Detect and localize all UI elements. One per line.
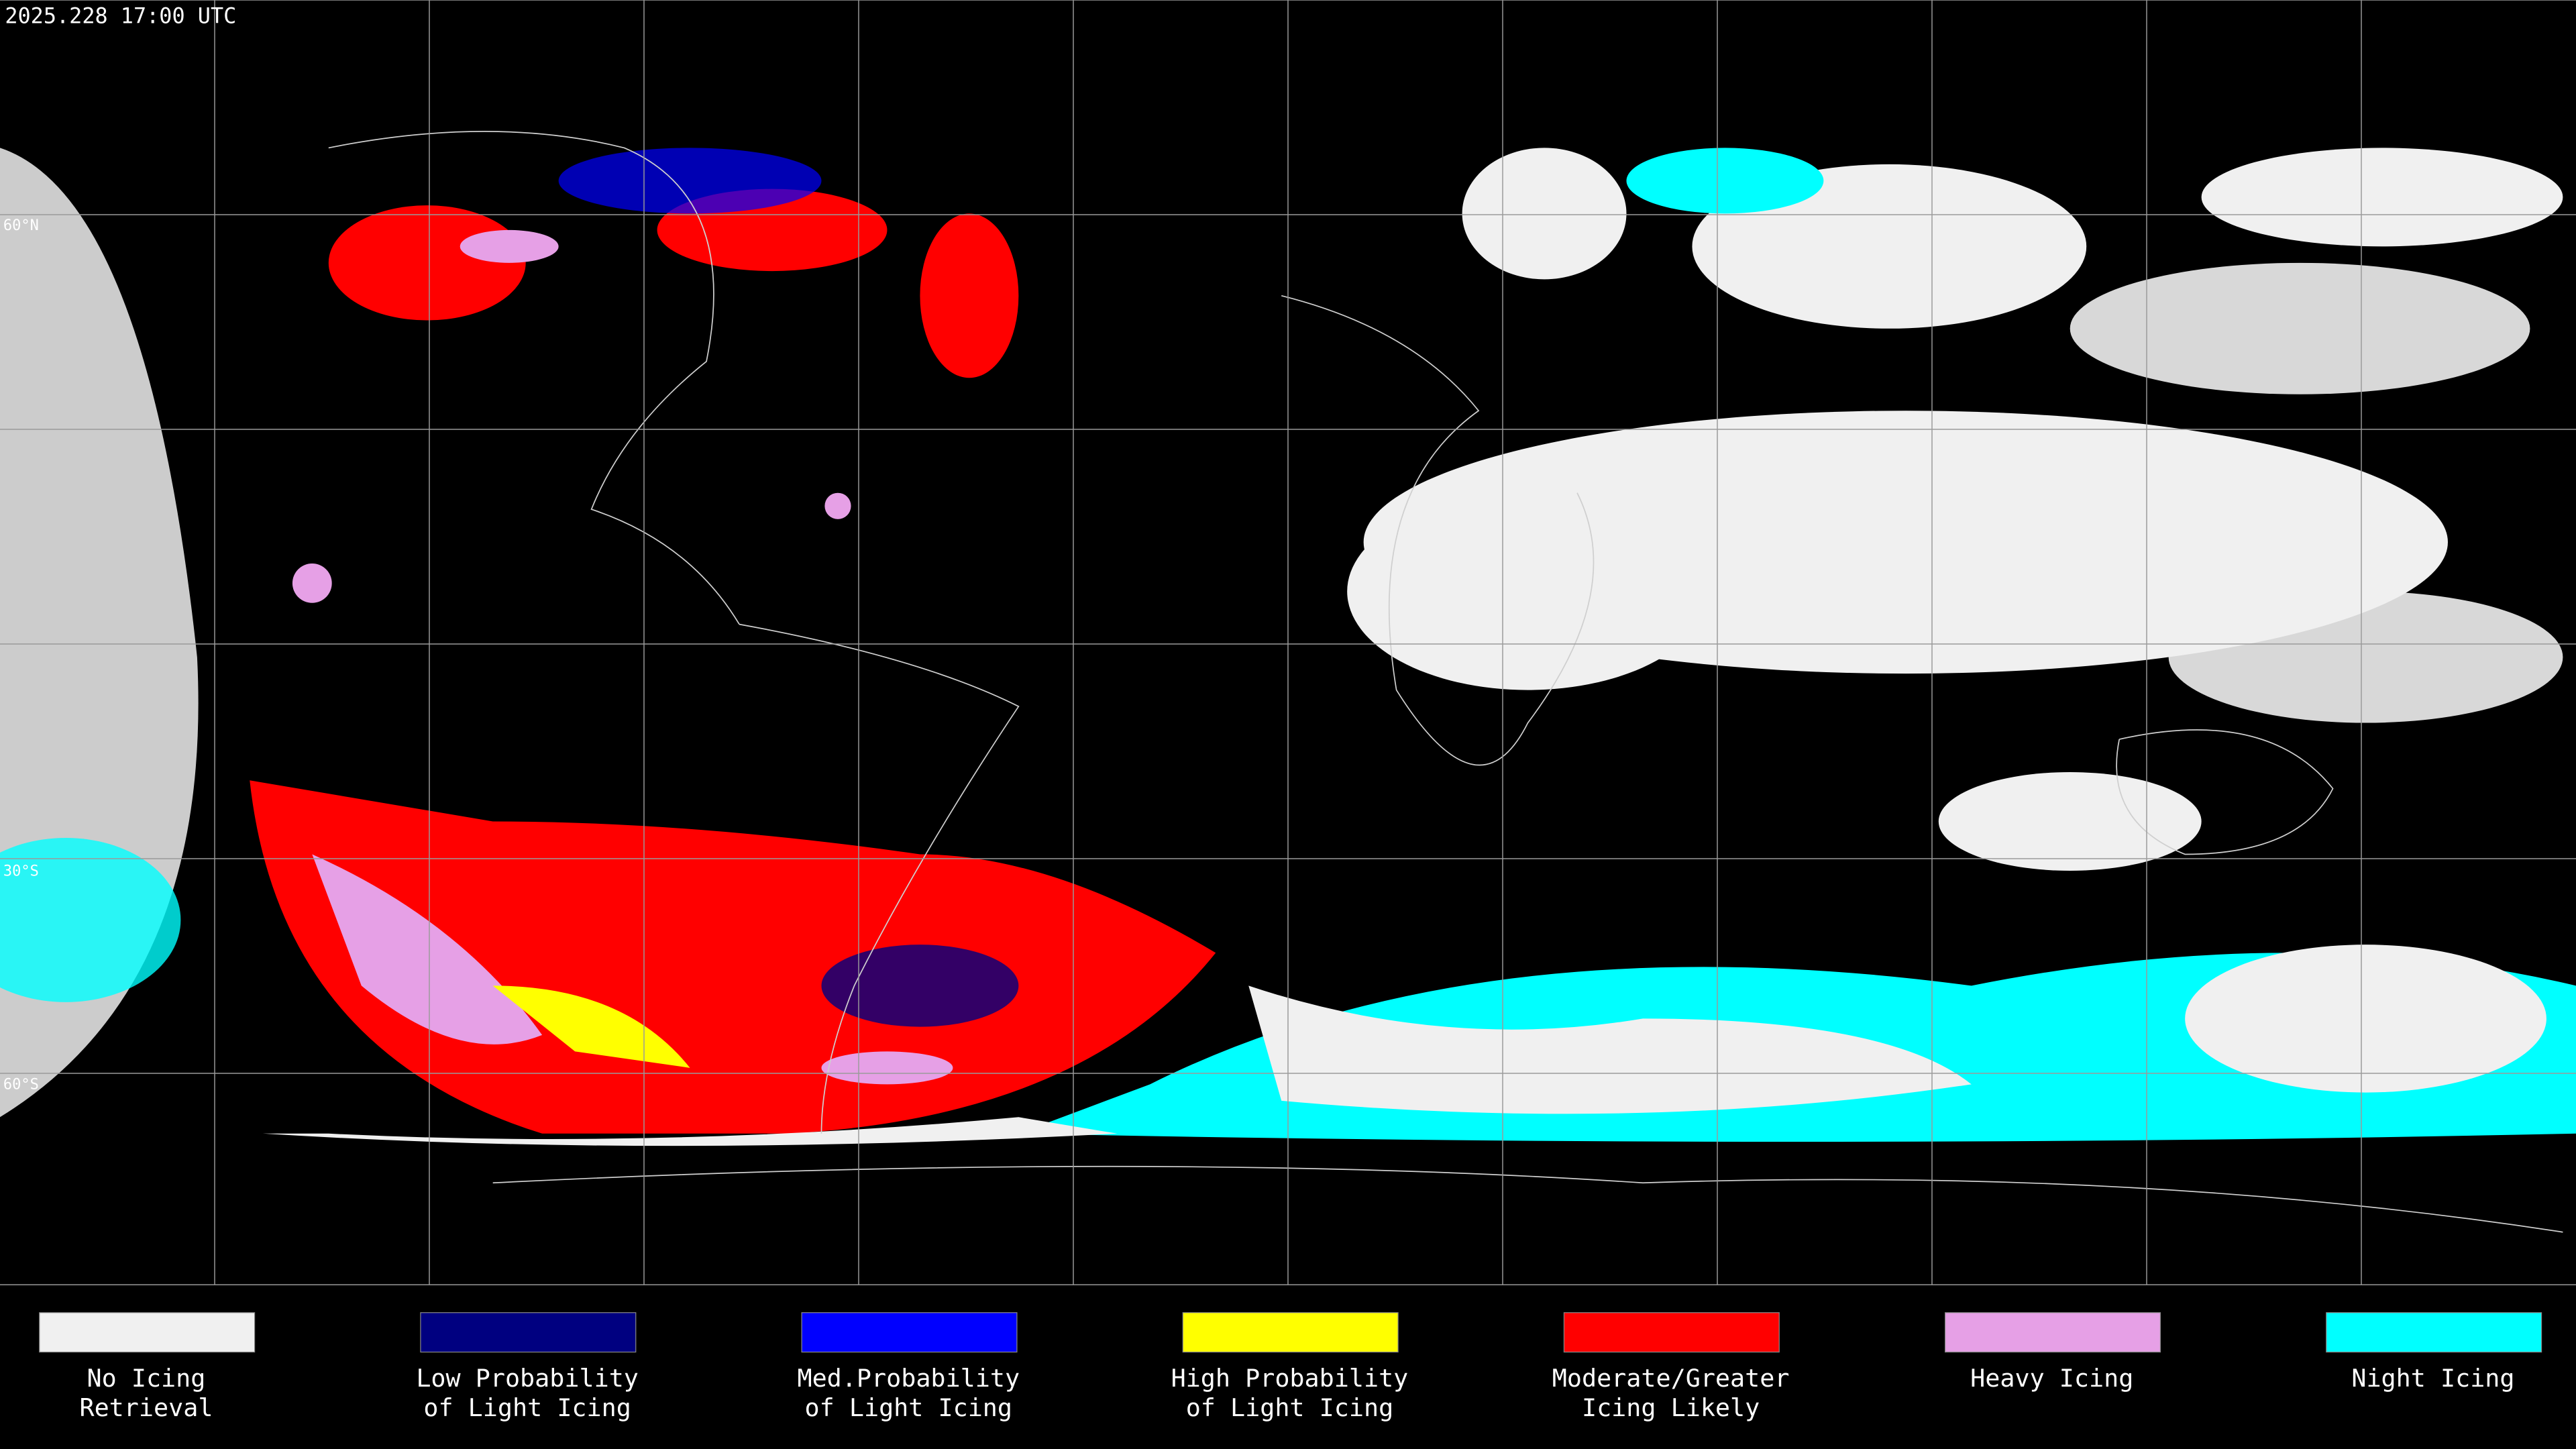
icing-area xyxy=(824,492,851,519)
legend-swatch xyxy=(1944,1312,2161,1353)
cloud-area xyxy=(2070,262,2530,394)
icing-area xyxy=(250,780,1216,1134)
latitude-label: 60°S xyxy=(3,1077,39,1093)
coastline xyxy=(1281,294,1595,766)
graticule xyxy=(0,0,2576,1285)
cloud-area xyxy=(1462,148,1627,280)
coastlines xyxy=(328,131,2563,1233)
coastline xyxy=(2116,729,2334,855)
night-icing-area xyxy=(0,838,181,1002)
legend-swatch xyxy=(39,1312,256,1353)
legend-label: Heavy Icing xyxy=(1970,1364,2133,1393)
cloud-area xyxy=(262,1117,1118,1146)
latitude-label: 30°S xyxy=(3,863,39,879)
cloud-area xyxy=(2168,591,2563,723)
cloud-area xyxy=(1347,492,1709,690)
legend-label: Retrieval xyxy=(79,1393,213,1422)
cloud-area xyxy=(1248,985,1972,1114)
icing-area xyxy=(558,148,822,214)
icing-area xyxy=(492,985,690,1068)
legend-label: of Light Icing xyxy=(1186,1393,1394,1422)
coastline xyxy=(492,1165,2563,1233)
coastline xyxy=(328,131,740,625)
legend-swatch xyxy=(1182,1312,1399,1353)
icing-area xyxy=(328,205,526,321)
legend-label: Night Icing xyxy=(2351,1364,2514,1393)
icing-area xyxy=(920,213,1019,378)
legend-swatch xyxy=(1563,1312,1780,1353)
timestamp: 2025.228 17:00 UTC xyxy=(5,3,236,28)
cloud-area xyxy=(1692,164,2087,329)
legend-label: Low Probability xyxy=(416,1364,639,1393)
legend-swatch xyxy=(801,1312,1018,1353)
legend-label: Icing Likely xyxy=(1582,1393,1760,1422)
icing-area xyxy=(460,229,559,263)
legend-label: of Light Icing xyxy=(423,1393,631,1422)
cloud-area xyxy=(2185,945,2546,1093)
legend-label: High Probability xyxy=(1171,1364,1409,1393)
latitude-label: 60°N xyxy=(3,217,39,234)
legend-label: No Icing xyxy=(87,1364,206,1393)
legend-swatch xyxy=(2326,1312,2542,1353)
coastline xyxy=(739,623,1020,1134)
legend-label: of Light Icing xyxy=(805,1393,1012,1422)
night-icing-area xyxy=(1626,148,1824,214)
icing-area xyxy=(821,945,1019,1027)
icing-area xyxy=(292,564,332,603)
legend-label: Med.Probability xyxy=(797,1364,1020,1393)
legend-swatch xyxy=(420,1312,637,1353)
cloud-area xyxy=(1938,772,2202,871)
cloud-layer xyxy=(0,148,2576,1146)
legend-label: Moderate/Greater xyxy=(1552,1364,1790,1393)
icing-area xyxy=(312,854,543,1044)
icing-area xyxy=(821,1051,953,1085)
cloud-area xyxy=(2201,148,2563,247)
